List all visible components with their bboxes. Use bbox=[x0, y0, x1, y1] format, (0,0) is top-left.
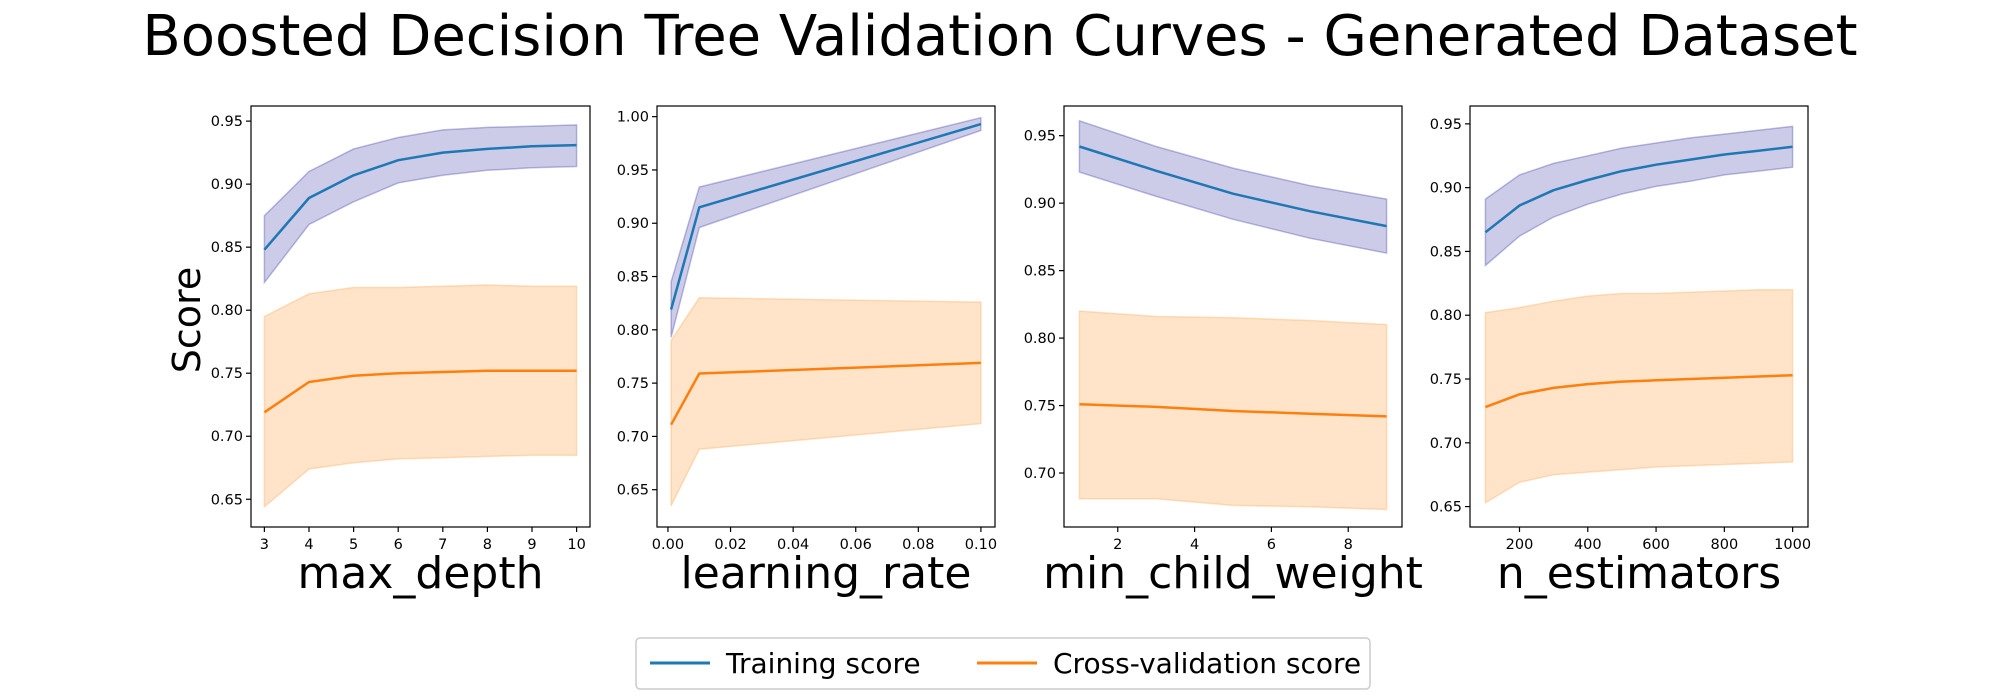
x-axis-label: learning_rate bbox=[681, 548, 972, 599]
legend-cv-label: Cross-validation score bbox=[1053, 647, 1361, 680]
x-tick-label: 6 bbox=[1267, 537, 1276, 553]
cv-score-band bbox=[1484, 288, 1794, 505]
axes-frame bbox=[1469, 105, 1809, 528]
x-tick-label: 0.02 bbox=[714, 537, 746, 553]
y-tick-label: 0.95 bbox=[617, 163, 649, 179]
y-tick-label: 0.75 bbox=[617, 376, 649, 392]
y-tick-label: 0.65 bbox=[211, 492, 243, 508]
training-score-band bbox=[1484, 125, 1794, 268]
x-tick-label: 4 bbox=[1190, 537, 1199, 553]
panel-learning-rate: 0.65 0.70 0.75 0.80 0.85 0.90 0.95 1.00 0.00 0.02… bbox=[617, 105, 997, 599]
axes-frame bbox=[1063, 105, 1403, 528]
cv-score-line bbox=[1484, 373, 1793, 409]
y-tick-label: 0.80 bbox=[1024, 331, 1056, 347]
legend: Training score Cross-validation score bbox=[635, 637, 1371, 690]
y-tick-label: 0.75 bbox=[211, 366, 243, 382]
x-tick-label: 400 bbox=[1574, 537, 1602, 553]
y-tick-label: 0.85 bbox=[211, 240, 243, 256]
x-tick-label: 0.08 bbox=[902, 537, 934, 553]
training-score-line bbox=[263, 143, 577, 251]
x-tick-label: 10 bbox=[567, 537, 585, 553]
y-tick-label: 0.90 bbox=[1430, 181, 1462, 197]
panel-max-depth: 0.65 0.70 0.75 0.80 0.85 0.90 0.95 3 4 5 6 7 8 9 10 max… bbox=[211, 105, 591, 599]
x-tick-label: 8 bbox=[1344, 537, 1353, 553]
x-tick-label: 0.04 bbox=[777, 537, 809, 553]
x-tick-label: 8 bbox=[483, 537, 492, 553]
x-tick-label: 600 bbox=[1642, 537, 1670, 553]
cv-score-line bbox=[263, 369, 577, 414]
figure-title: Boosted Decision Tree Validation Curves … bbox=[142, 4, 1857, 69]
y-tick-label: 0.80 bbox=[1430, 308, 1462, 324]
y-tick-label: 0.90 bbox=[617, 216, 649, 232]
y-axis-label: Score bbox=[165, 267, 209, 373]
legend-training-label: Training score bbox=[725, 647, 921, 680]
y-tick-label: 0.65 bbox=[1430, 500, 1462, 516]
training-score-line bbox=[1079, 145, 1387, 228]
y-tick-label: 0.95 bbox=[1430, 117, 1462, 133]
x-tick-label: 3 bbox=[260, 537, 269, 553]
x-tick-label: 0.10 bbox=[965, 537, 997, 553]
cv-score-band bbox=[670, 297, 982, 507]
y-tick-label: 0.75 bbox=[1430, 372, 1462, 388]
cv-score-band bbox=[263, 284, 578, 509]
y-tick-label: 0.70 bbox=[1430, 436, 1462, 452]
x-axis-label: n_estimators bbox=[1497, 548, 1781, 599]
training-score-band bbox=[263, 124, 578, 285]
x-tick-label: 2 bbox=[1113, 537, 1122, 553]
y-tick-label: 0.90 bbox=[1024, 196, 1056, 212]
y-tick-label: 0.95 bbox=[1024, 129, 1056, 145]
training-score-line bbox=[1484, 145, 1793, 234]
x-axis-label: min_child_weight bbox=[1043, 548, 1423, 599]
x-tick-label: 5 bbox=[349, 537, 358, 553]
x-tick-label: 800 bbox=[1711, 537, 1739, 553]
x-tick-label: 6 bbox=[394, 537, 403, 553]
cv-score-line bbox=[670, 361, 981, 426]
training-score-line bbox=[669, 122, 982, 310]
x-tick-label: 7 bbox=[438, 537, 447, 553]
x-tick-label: 1000 bbox=[1774, 537, 1811, 553]
y-tick-label: 0.70 bbox=[1024, 466, 1056, 482]
y-tick-label: 0.90 bbox=[211, 177, 243, 193]
x-tick-label: 9 bbox=[527, 537, 536, 553]
x-tick-label: 4 bbox=[304, 537, 313, 553]
training-score-band bbox=[1078, 119, 1388, 255]
y-tick-label: 0.80 bbox=[617, 323, 649, 339]
axes-frame bbox=[656, 105, 996, 528]
y-tick-label: 0.70 bbox=[211, 429, 243, 445]
y-tick-label: 0.80 bbox=[211, 303, 243, 319]
y-tick-label: 0.95 bbox=[211, 114, 243, 130]
x-tick-label: 200 bbox=[1506, 537, 1534, 553]
panel-n-estimators: 0.65 0.70 0.75 0.80 0.85 0.90 0.95 200 400 600 800… bbox=[1430, 105, 1811, 599]
axes-frame bbox=[250, 105, 591, 528]
y-tick-label: 0.65 bbox=[617, 483, 649, 499]
x-tick-label: 0.06 bbox=[840, 537, 872, 553]
y-tick-label: 0.85 bbox=[617, 270, 649, 286]
y-tick-label: 0.75 bbox=[1024, 399, 1056, 415]
y-tick-label: 0.70 bbox=[617, 429, 649, 445]
x-tick-label: 0.00 bbox=[652, 537, 684, 553]
chart-panels: 0.65 0.70 0.75 0.80 0.85 0.90 0.95 3 4 5 6 7 8 9 10 max… bbox=[211, 105, 1811, 599]
cv-score-line bbox=[1079, 402, 1387, 418]
x-axis-label: max_depth bbox=[298, 548, 544, 599]
y-tick-label: 1.00 bbox=[617, 110, 649, 126]
panel-min-child-weight: 0.70 0.75 0.80 0.85 0.90 0.95 2 4 6 8min_child_we… bbox=[1024, 105, 1423, 599]
y-tick-label: 0.85 bbox=[1430, 244, 1462, 260]
y-tick-label: 0.85 bbox=[1024, 264, 1056, 280]
training-score-band bbox=[670, 116, 982, 338]
